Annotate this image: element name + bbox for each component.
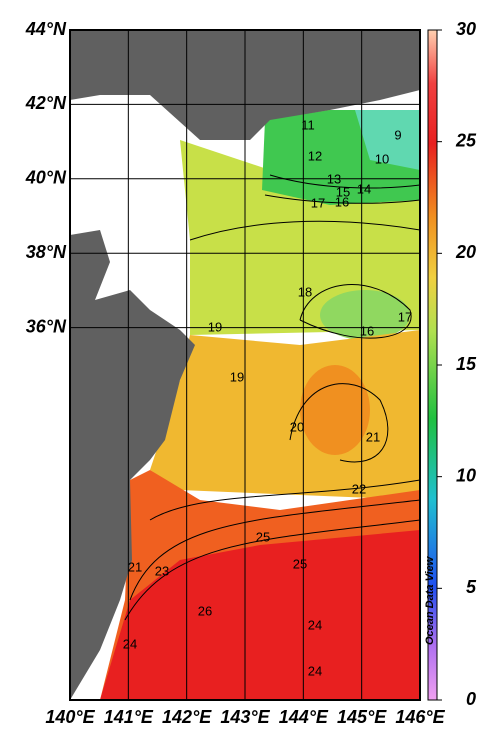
contour-label: 14 [357,181,371,196]
contour-label: 12 [308,148,322,163]
contour-label: 24 [308,617,322,632]
contour-label: 19 [208,319,222,334]
contour-label: 19 [230,369,244,384]
lat-label: 40°N [25,168,67,188]
field-21 [300,365,370,455]
land-honshu [70,230,195,700]
contour-label: 17 [398,309,412,324]
lat-label: 44°N [25,19,67,39]
watermark: Ocean Data View [424,555,436,645]
contour-label: 23 [155,563,169,578]
colorbar-label: 25 [455,130,477,150]
contour-label: 24 [308,663,322,678]
lat-label: 38°N [26,242,67,262]
map-frame [69,29,421,701]
field-25 [100,530,420,700]
contour-label: 16 [335,194,349,209]
colorbar-label: 20 [455,242,476,262]
contour-label: 20 [290,419,304,434]
contour-label: 24 [123,636,137,651]
colorbar-label: 10 [456,465,476,485]
contour-label: 21 [366,429,380,444]
colorbar-label: 0 [466,689,476,709]
lon-label: 143°E [220,707,270,727]
contour-label: 13 [327,171,341,186]
lon-label: 144°E [279,707,329,727]
contour-label: 17 [311,195,325,210]
contour-label: 15 [336,184,350,199]
contour-label: 16 [360,323,374,338]
contour-label: 11 [301,117,315,132]
lon-label: 145°E [337,707,387,727]
lat-label: 42°N [25,93,67,113]
colorbar-label: 5 [466,577,477,597]
contours [124,174,420,621]
contour-label: 18 [298,284,312,299]
contour-label: 25 [256,529,270,544]
lon-label: 140°E [45,707,95,727]
lon-label: 142°E [162,707,212,727]
colorbar-label: 15 [456,354,477,374]
contour-label: 25 [293,556,307,571]
contour-label: 26 [198,603,212,618]
contour-label: 10 [375,151,389,166]
contour-label: 21 [128,559,142,574]
colorbar-label: 30 [456,19,476,39]
field-9 [355,110,420,170]
lon-label: 146°E [395,707,445,727]
lat-label: 36°N [26,316,67,336]
contour-label: 9 [394,127,401,142]
lon-label: 141°E [104,707,154,727]
contour-label: 22 [352,481,366,496]
